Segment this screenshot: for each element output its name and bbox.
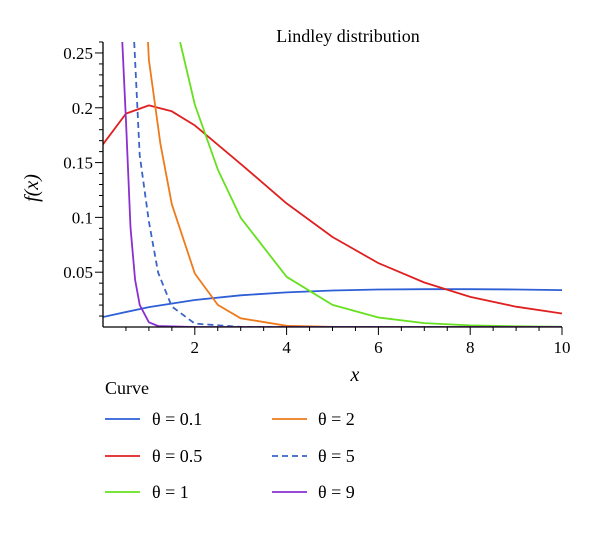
legend-label: θ = 5	[318, 446, 355, 466]
x-tick-label: 6	[374, 338, 383, 357]
y-tick-label: 0.2	[72, 99, 93, 118]
legend-title: Curve	[105, 378, 149, 398]
legend-label: θ = 0.1	[152, 409, 202, 429]
legend-label: θ = 9	[318, 482, 355, 502]
y-tick-label: 0.25	[63, 44, 93, 63]
legend-label: θ = 1	[152, 482, 189, 502]
series-line-5	[133, 42, 562, 327]
axis-ticks: 2 4 6 8 10 0.05 0.1 0.15 0.2 0.25	[63, 41, 571, 357]
legend-label: θ = 0.5	[152, 446, 202, 466]
y-tick-label: 0.1	[72, 208, 93, 227]
x-axis-title: x	[350, 364, 360, 386]
y-tick-label: 0.15	[63, 154, 93, 173]
series-line-3	[179, 42, 562, 327]
series-line-4	[147, 42, 562, 327]
series-line-2	[103, 104, 562, 315]
legend-label: θ = 2	[318, 409, 355, 429]
x-tick-label: 4	[282, 338, 291, 357]
plot-lines	[103, 42, 562, 327]
y-tick-label: 0.05	[63, 263, 93, 282]
chart-title: Lindley distribution	[276, 26, 420, 46]
x-tick-label: 2	[191, 338, 200, 357]
series-line-6	[121, 42, 562, 327]
axes	[102, 42, 562, 328]
x-tick-label: 10	[554, 338, 571, 357]
series-group	[103, 42, 562, 327]
x-tick-label: 8	[466, 338, 475, 357]
y-axis-title: f(x)	[21, 174, 43, 202]
series-line-1	[103, 288, 562, 318]
legend: Curve θ = 0.1 θ = 0.5 θ = 1 θ = 2 θ = 5 θ = 9	[105, 378, 355, 502]
